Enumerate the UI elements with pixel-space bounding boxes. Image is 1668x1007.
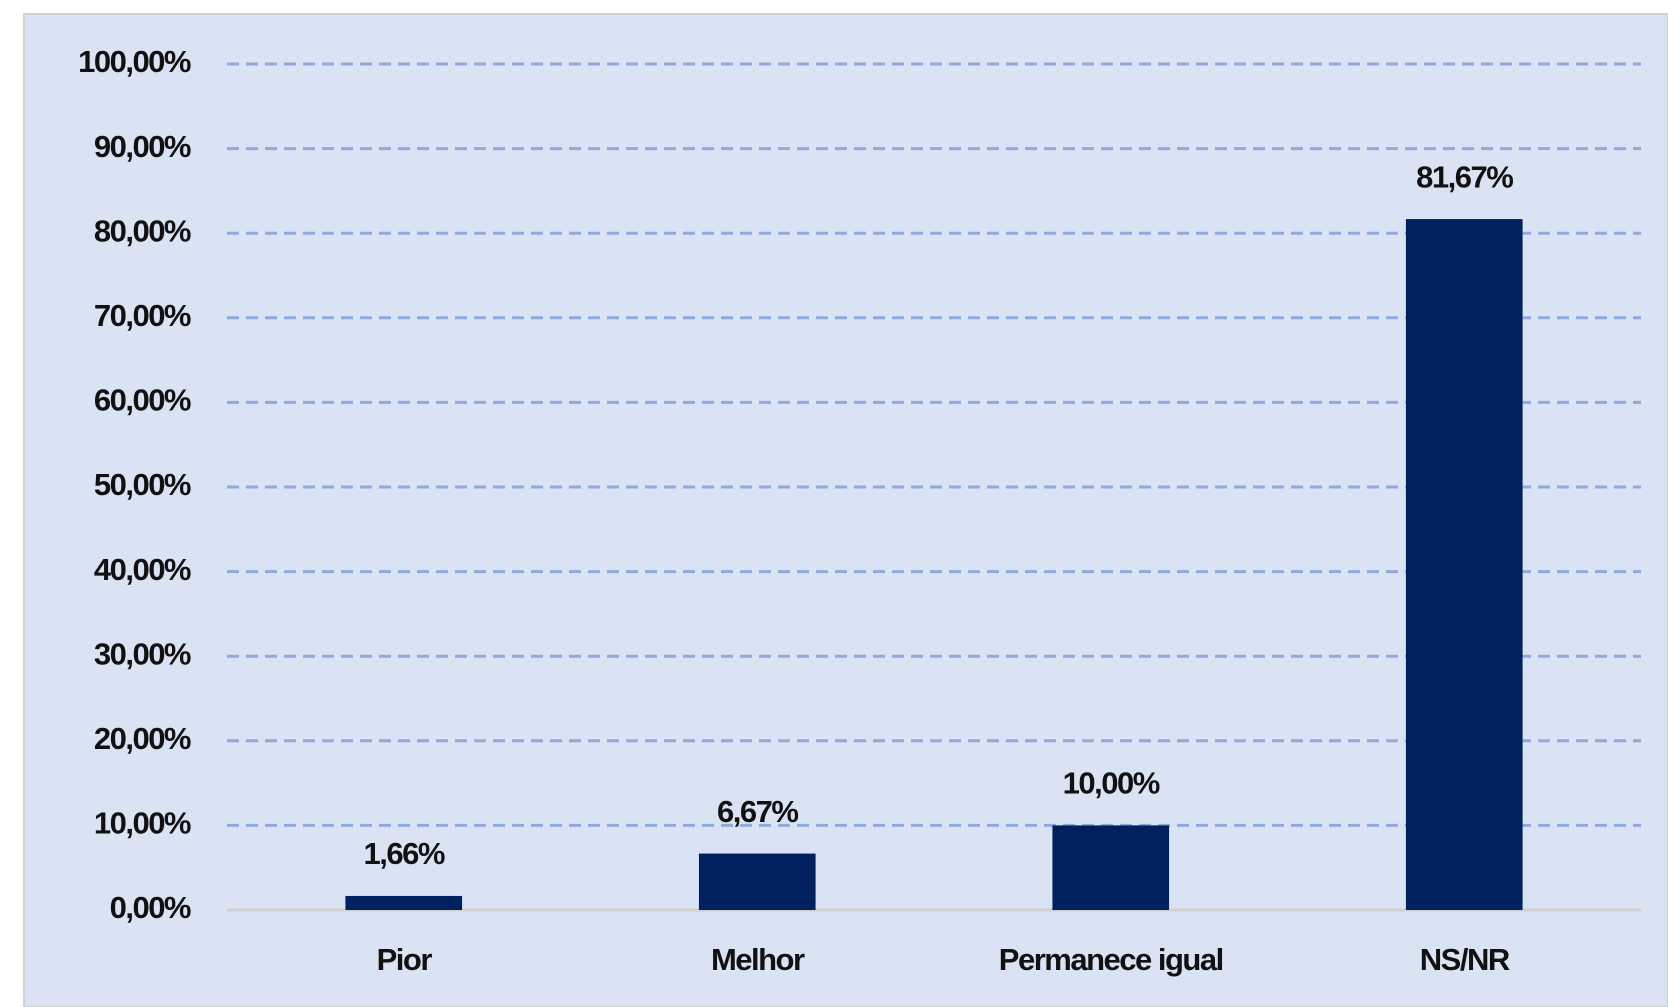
- data-label: 6,67%: [717, 794, 798, 829]
- y-tick-label: 0,00%: [110, 890, 191, 925]
- data-label: 81,67%: [1416, 159, 1513, 194]
- data-label: 10,00%: [1063, 766, 1160, 801]
- y-tick-label: 10,00%: [94, 806, 191, 841]
- y-tick-label: 40,00%: [94, 552, 191, 587]
- data-label: 1,66%: [364, 836, 445, 871]
- x-tick-label: NS/NR: [1420, 942, 1510, 977]
- bar: [1052, 825, 1170, 910]
- y-tick-label: 30,00%: [94, 636, 191, 671]
- x-tick-label: Permanece igual: [999, 942, 1223, 977]
- y-tick-label: 80,00%: [94, 213, 191, 248]
- bar: [698, 853, 816, 910]
- y-tick-label: 50,00%: [94, 467, 191, 502]
- x-tick-label: Pior: [377, 942, 433, 977]
- y-tick-label: 70,00%: [94, 298, 191, 333]
- bar: [1405, 219, 1523, 911]
- y-tick-label: 60,00%: [94, 383, 191, 418]
- y-tick-label: 100,00%: [78, 44, 191, 79]
- y-tick-label: 90,00%: [94, 129, 191, 164]
- bar: [345, 895, 463, 910]
- chart-background: [23, 13, 1668, 1007]
- x-tick-label: Melhor: [711, 942, 805, 977]
- y-tick-label: 20,00%: [94, 721, 191, 756]
